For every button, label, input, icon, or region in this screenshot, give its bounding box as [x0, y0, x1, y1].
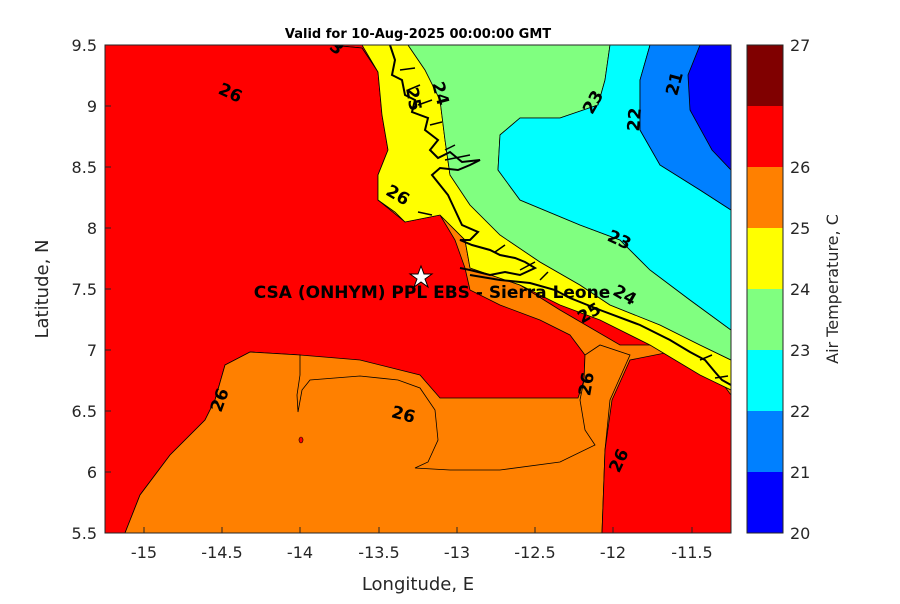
x-axis-label: Longitude, E [362, 574, 474, 595]
y-tick-label: 6.5 [72, 402, 97, 421]
colorbar-label: Air Temperature, C [823, 214, 842, 364]
coastline-inlets [399, 67, 729, 379]
colorbar: 20 21 22 23 24 25 26 27 Air Temperature,… [746, 36, 842, 543]
figure-title: Valid for 10-Aug-2025 00:00:00 GMT [285, 27, 551, 42]
x-tick-label: -13.5 [358, 543, 399, 562]
map-plot-area: 26 26 26 26 26 26 25 25 24 24 23 23 22 2… [105, 45, 731, 533]
island [298, 436, 304, 444]
colorbar-swatch [747, 411, 783, 472]
colorbar-tick-label: 27 [790, 36, 810, 55]
site-star-icon [408, 264, 434, 289]
y-ticks: 5.5 6 6.5 7 7.5 8 8.5 9 9.5 [72, 36, 111, 543]
colorbar-swatch [747, 45, 783, 106]
y-axis-label: Latitude, N [32, 240, 53, 339]
colorbar-tick-label: 21 [790, 463, 810, 482]
colorbar-frame [746, 44, 784, 534]
colorbar-tick-label: 24 [790, 280, 810, 299]
colorbar-swatch [747, 472, 783, 533]
y-tick-label: 7.5 [72, 280, 97, 299]
contour-label: 22 [624, 107, 646, 132]
colorbar-tick-label: 25 [790, 219, 810, 238]
colorbar-tick-label: 26 [790, 158, 810, 177]
y-tick-label: 5.5 [72, 524, 97, 543]
y-tick-label: 8 [87, 219, 97, 238]
region-20 [687, 45, 731, 171]
region-25-south [124, 344, 631, 533]
x-tick-label: -14.5 [201, 543, 242, 562]
contour-label: 25 [401, 86, 425, 113]
x-tick-label: -13 [444, 543, 470, 562]
colorbar-swatch [747, 289, 783, 350]
contour-label: 26 [575, 371, 599, 398]
y-tick-label: 9 [87, 97, 97, 116]
coastline [389, 45, 731, 386]
y-tick-label: 8.5 [72, 158, 97, 177]
colorbar-tick-label: 23 [790, 341, 810, 360]
x-tick-label: -14 [287, 543, 313, 562]
x-tick-label: -12 [600, 543, 626, 562]
colorbar-swatch [747, 106, 783, 167]
colorbar-swatch [747, 167, 783, 228]
x-ticks: -15 -14.5 -14 -13.5 -13 -12.5 -12 -11.5 [131, 527, 713, 562]
site-label: CSA (ONHYM) PPL EBS - Sierra Leone [254, 283, 611, 303]
x-tick-label: -15 [131, 543, 157, 562]
colorbar-tick-label: 22 [790, 402, 810, 421]
y-tick-label: 9.5 [72, 36, 97, 55]
x-tick-label: -12.5 [514, 543, 555, 562]
y-tick-label: 6 [87, 463, 97, 482]
colorbar-tick-label: 20 [790, 524, 810, 543]
x-tick-label: -11.5 [671, 543, 712, 562]
colorbar-swatch [747, 350, 783, 411]
colorbar-swatch [747, 228, 783, 289]
y-tick-label: 7 [87, 341, 97, 360]
